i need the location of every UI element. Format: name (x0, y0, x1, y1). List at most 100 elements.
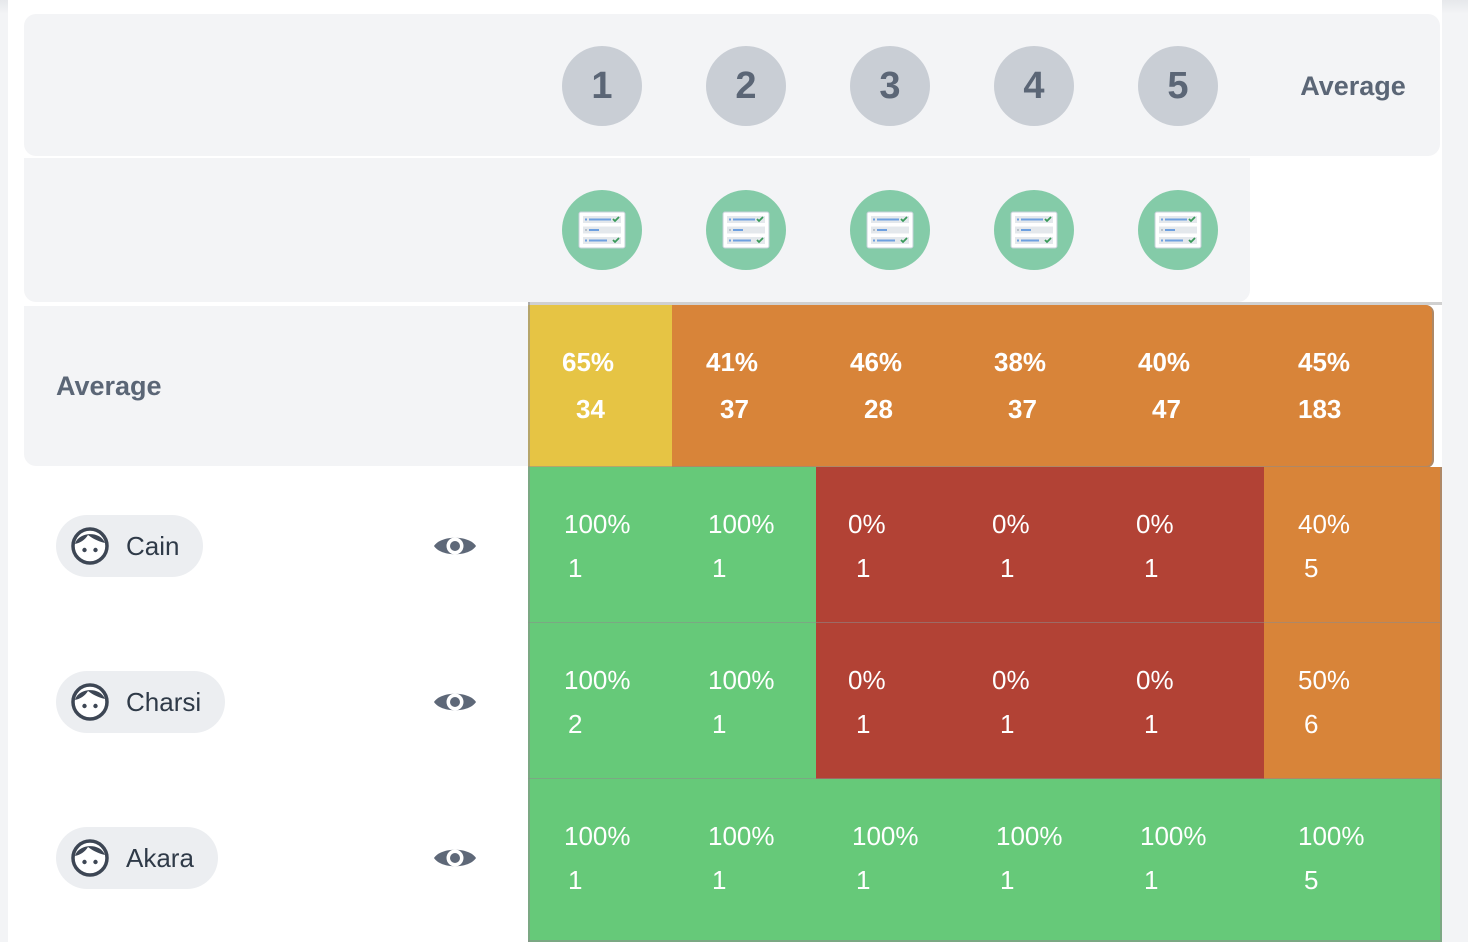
cell-percentage: 100% (564, 665, 631, 695)
cell-count: 47 (1152, 394, 1181, 424)
checklist-icon[interactable] (994, 190, 1074, 270)
average-cell-1[interactable]: 65% 34 (528, 305, 674, 468)
cell-percentage: 100% (1140, 821, 1207, 851)
score-cell-5[interactable]: 0% 1 (1104, 623, 1266, 780)
cell-count: 1 (712, 709, 727, 739)
cell-percentage: 65% (562, 347, 615, 377)
grid-top-border (528, 302, 1442, 305)
user-avatar-icon (71, 527, 109, 565)
score-cell-1[interactable]: 100% 1 (528, 467, 674, 624)
cell-count: 37 (720, 394, 749, 424)
cell-count: 1 (1000, 553, 1015, 583)
cell-percentage: 40% (1138, 347, 1191, 377)
score-cell-5[interactable]: 100% 1 (1104, 779, 1266, 942)
average-cell-6[interactable]: 45% 183 (1264, 305, 1434, 468)
cell-count: 1 (1000, 865, 1015, 895)
cell-count: 1 (1000, 709, 1015, 739)
user-chip-charsi[interactable]: Charsi (56, 671, 226, 733)
score-cell-3[interactable]: 0% 1 (816, 623, 962, 780)
average-cell-3[interactable]: 46% 28 (816, 305, 962, 468)
cell-percentage: 100% (708, 509, 775, 539)
cell-count: 5 (1304, 865, 1319, 895)
cell-percentage: 0% (848, 509, 886, 539)
checklist-icon[interactable] (706, 190, 786, 270)
cell-percentage: 45% (1298, 347, 1351, 377)
user-name: Charsi (126, 686, 202, 717)
user-chip-cain[interactable]: Cain (56, 515, 204, 577)
score-cell-1[interactable]: 100% 1 (528, 779, 674, 942)
cell-count: 1 (568, 553, 583, 583)
cell-count: 37 (1008, 394, 1037, 424)
row-average-label: Average (56, 371, 162, 401)
column-number-1: 1 (562, 46, 642, 126)
cell-count: 1 (856, 865, 871, 895)
cell-count: 2 (568, 709, 583, 739)
cell-count: 1 (1144, 553, 1159, 583)
cell-percentage: 38% (994, 347, 1047, 377)
column-number-4: 4 (994, 46, 1074, 126)
column-number-3: 3 (850, 46, 930, 126)
cell-count: 1 (568, 865, 583, 895)
cell-percentage: 100% (708, 821, 775, 851)
cell-percentage: 100% (708, 665, 775, 695)
average-cell-2[interactable]: 41% 37 (672, 305, 818, 468)
average-cell-4[interactable]: 38% 37 (960, 305, 1106, 468)
eye-icon[interactable] (432, 843, 478, 873)
score-cell-5[interactable]: 0% 1 (1104, 467, 1266, 624)
score-cell-4[interactable]: 0% 1 (960, 467, 1106, 624)
cell-percentage: 0% (992, 665, 1030, 695)
cell-percentage: 0% (1136, 665, 1174, 695)
cell-percentage: 100% (564, 821, 631, 851)
score-cell-3[interactable]: 100% 1 (816, 779, 962, 942)
cell-percentage: 100% (564, 509, 631, 539)
grid-left-border (528, 302, 530, 942)
cell-count: 1 (1144, 865, 1159, 895)
cell-count: 5 (1304, 553, 1319, 583)
cell-percentage: 100% (1298, 821, 1365, 851)
user-avatar-icon (71, 839, 109, 877)
cell-percentage: 0% (1136, 509, 1174, 539)
score-cell-6[interactable]: 100% 5 (1264, 779, 1442, 942)
cell-count: 34 (576, 394, 605, 424)
average-row-header-panel (24, 306, 564, 466)
user-chip-akara[interactable]: Akara (56, 827, 218, 889)
cell-count: 1 (856, 553, 871, 583)
score-cell-6[interactable]: 50% 6 (1264, 623, 1442, 780)
score-cell-2[interactable]: 100% 1 (672, 779, 818, 942)
cell-percentage: 0% (992, 509, 1030, 539)
cell-count: 1 (712, 553, 727, 583)
score-cell-1[interactable]: 100% 2 (528, 623, 674, 780)
cell-count: 28 (864, 394, 893, 424)
column-number-5: 5 (1138, 46, 1218, 126)
eye-icon[interactable] (432, 687, 478, 717)
cell-percentage: 0% (848, 665, 886, 695)
user-name: Cain (126, 530, 180, 561)
average-cell-5[interactable]: 40% 47 (1104, 305, 1266, 468)
score-cell-4[interactable]: 100% 1 (960, 779, 1106, 942)
column-average-label: Average (1300, 71, 1406, 101)
cell-percentage: 41% (706, 347, 759, 377)
column-number-2: 2 (706, 46, 786, 126)
cell-count: 1 (856, 709, 871, 739)
cell-percentage: 50% (1298, 665, 1351, 695)
checklist-icon[interactable] (562, 190, 642, 270)
eye-icon[interactable] (432, 531, 478, 561)
user-avatar-icon (71, 683, 109, 721)
cell-percentage: 40% (1298, 509, 1351, 539)
score-cell-6[interactable]: 40% 5 (1264, 467, 1442, 624)
score-cell-3[interactable]: 0% 1 (816, 467, 962, 624)
score-cell-2[interactable]: 100% 1 (672, 467, 818, 624)
cell-count: 1 (712, 865, 727, 895)
cell-count: 6 (1304, 709, 1319, 739)
checklist-icon[interactable] (1138, 190, 1218, 270)
cell-count: 183 (1298, 394, 1342, 424)
cell-percentage: 100% (852, 821, 919, 851)
cell-percentage: 100% (996, 821, 1063, 851)
checklist-icon[interactable] (850, 190, 930, 270)
score-cell-2[interactable]: 100% 1 (672, 623, 818, 780)
score-cell-4[interactable]: 0% 1 (960, 623, 1106, 780)
user-name: Akara (126, 842, 194, 873)
cell-percentage: 46% (850, 347, 903, 377)
cell-count: 1 (1144, 709, 1159, 739)
